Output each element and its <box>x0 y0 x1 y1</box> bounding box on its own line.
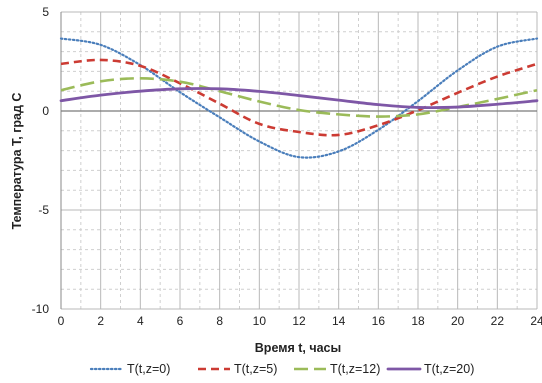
x-tick-label: 4 <box>137 314 144 328</box>
series-line-2 <box>60 58 538 137</box>
y-tick-label: -10 <box>32 302 50 316</box>
series-lines <box>59 37 539 159</box>
y-tick-label: 0 <box>42 104 49 118</box>
y-tick-labels: 5 0 -5 -10 <box>32 5 50 316</box>
y-axis-title: Температура T, град C <box>10 93 24 230</box>
x-tick-labels: 0 2 4 6 8 10 12 14 16 18 20 22 24 <box>58 314 542 328</box>
x-tick-label: 0 <box>58 314 65 328</box>
legend: T(t,z=0) T(t,z=5) T(t,z=12) T(t,z=20) <box>89 362 474 376</box>
legend-label-3: T(t,z=12) <box>330 362 380 376</box>
x-tick-label: 10 <box>253 314 267 328</box>
x-tick-label: 24 <box>530 314 542 328</box>
legend-label-4: T(t,z=20) <box>424 362 474 376</box>
x-tick-label: 8 <box>216 314 223 328</box>
legend-label-2: T(t,z=5) <box>234 362 277 376</box>
x-tick-label: 2 <box>97 314 104 328</box>
x-tick-label: 16 <box>372 314 386 328</box>
y-tick-label: 5 <box>42 5 49 19</box>
x-tick-label: 14 <box>332 314 346 328</box>
x-axis-title: Время t, часы <box>255 341 341 355</box>
series-line-4 <box>59 87 539 110</box>
x-tick-label: 6 <box>177 314 184 328</box>
x-tick-label: 20 <box>451 314 465 328</box>
y-tick-label: -5 <box>38 203 49 217</box>
x-tick-label: 22 <box>491 314 505 328</box>
legend-label-1: T(t,z=0) <box>127 362 170 376</box>
x-tick-label: 12 <box>292 314 306 328</box>
x-tick-label: 18 <box>411 314 425 328</box>
